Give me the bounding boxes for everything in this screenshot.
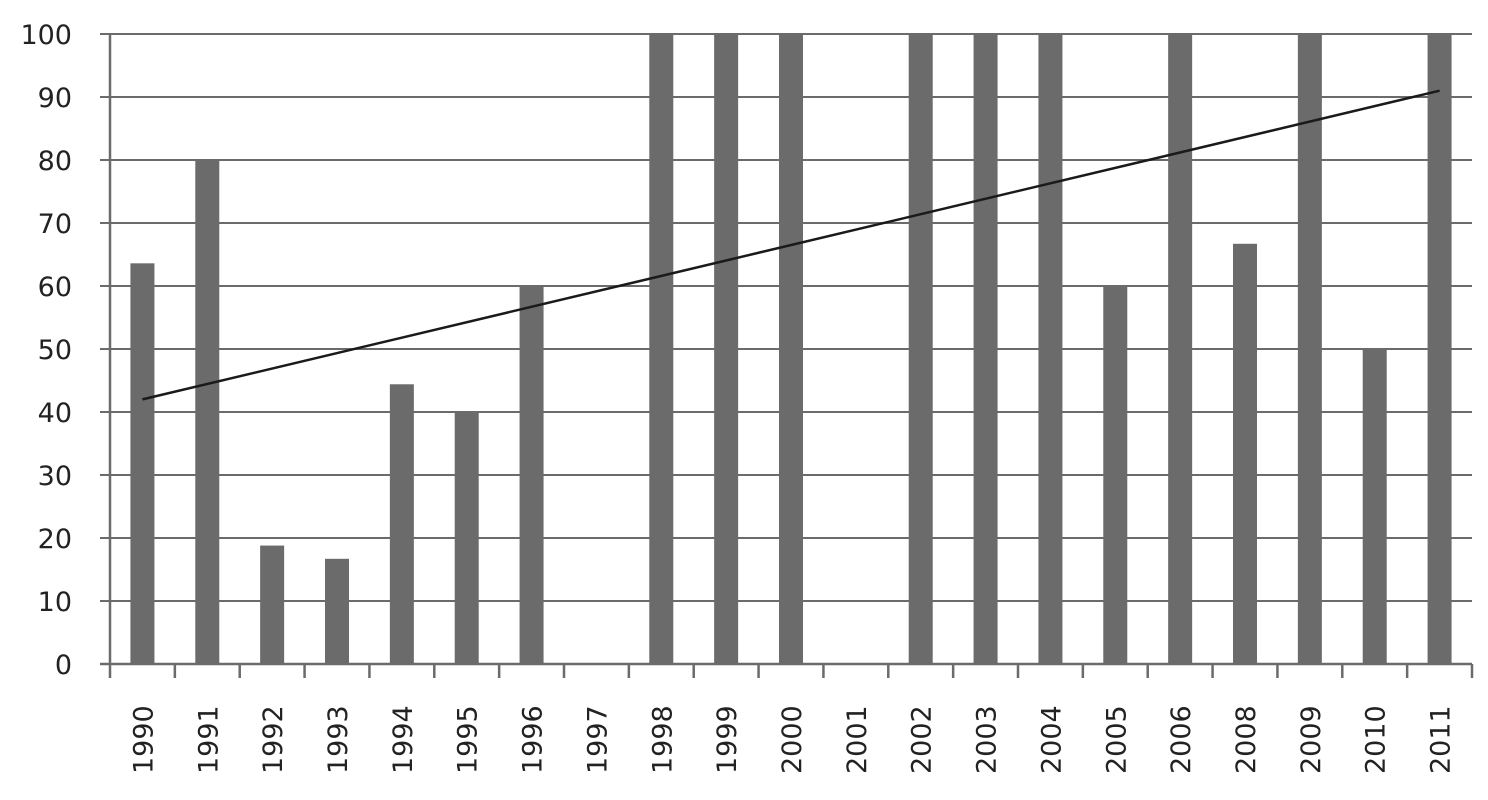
- x-tick-label: 2002: [907, 705, 938, 774]
- x-tick-label: 2011: [1426, 705, 1457, 774]
- bar: [195, 160, 220, 664]
- y-tick-label: 100: [20, 20, 72, 51]
- x-tick-label: 2010: [1361, 705, 1392, 774]
- x-tick-label: 1995: [453, 705, 484, 774]
- y-tick-label: 30: [38, 461, 72, 492]
- bar: [519, 286, 544, 664]
- x-tick-label: 1990: [128, 705, 159, 774]
- x-tick-label: 2001: [842, 705, 873, 774]
- y-tick-label: 80: [38, 146, 72, 177]
- bar: [1233, 243, 1257, 665]
- y-tick-label: 90: [38, 83, 72, 114]
- x-tick-label: 1992: [258, 705, 289, 774]
- bar: [1103, 286, 1128, 664]
- y-tick-label: 10: [38, 587, 72, 618]
- bar: [779, 34, 803, 664]
- y-tick-label: 70: [38, 209, 72, 240]
- bars: [130, 34, 1452, 665]
- x-tick-label: 2000: [777, 705, 808, 774]
- bar: [1297, 34, 1322, 664]
- bar: [454, 412, 479, 664]
- x-tick-label: 2005: [1101, 705, 1132, 774]
- bar: [260, 545, 285, 664]
- bar: [649, 34, 674, 664]
- bar: [714, 34, 739, 664]
- x-tick-label: 2008: [1231, 705, 1262, 774]
- trendline-group: [142, 89, 1440, 401]
- bar: [130, 263, 155, 664]
- bar: [1362, 349, 1387, 664]
- x-tick-label: 2006: [1166, 705, 1197, 774]
- axes: [100, 34, 1474, 678]
- x-tick-label: 1996: [518, 705, 549, 774]
- x-tick-label: 1993: [323, 705, 354, 774]
- x-tick-labels: 1990 1991 1992 1993 1994 1995 1996 1997 1998 1999…: [128, 705, 1456, 774]
- bar: [325, 558, 349, 664]
- trendline: [142, 89, 1440, 401]
- bar: [1168, 34, 1193, 664]
- x-tick-label: 1998: [647, 705, 678, 774]
- bar: [973, 34, 998, 664]
- bar: [1427, 34, 1452, 664]
- x-tick-label: 2004: [1036, 705, 1067, 774]
- bar: [389, 384, 414, 664]
- y-tick-label: 60: [38, 272, 72, 303]
- y-tick-label: 20: [38, 524, 72, 555]
- y-tick-label: 50: [38, 335, 72, 366]
- y-tick-label: 0: [55, 650, 72, 681]
- bar: [1038, 34, 1063, 664]
- y-tick-label: 40: [38, 398, 72, 429]
- x-tick-label: 1999: [712, 705, 743, 774]
- x-tick-label: 1994: [388, 705, 419, 774]
- x-tick-label: 2003: [972, 705, 1003, 774]
- x-tick-label: 1991: [193, 705, 224, 774]
- y-tick-labels: 0 10 20 30 40 50 60 70 80 90 100: [20, 20, 72, 681]
- x-tick-label: 2009: [1296, 705, 1327, 774]
- bar: [908, 34, 933, 664]
- x-tick-label: 1997: [582, 705, 613, 774]
